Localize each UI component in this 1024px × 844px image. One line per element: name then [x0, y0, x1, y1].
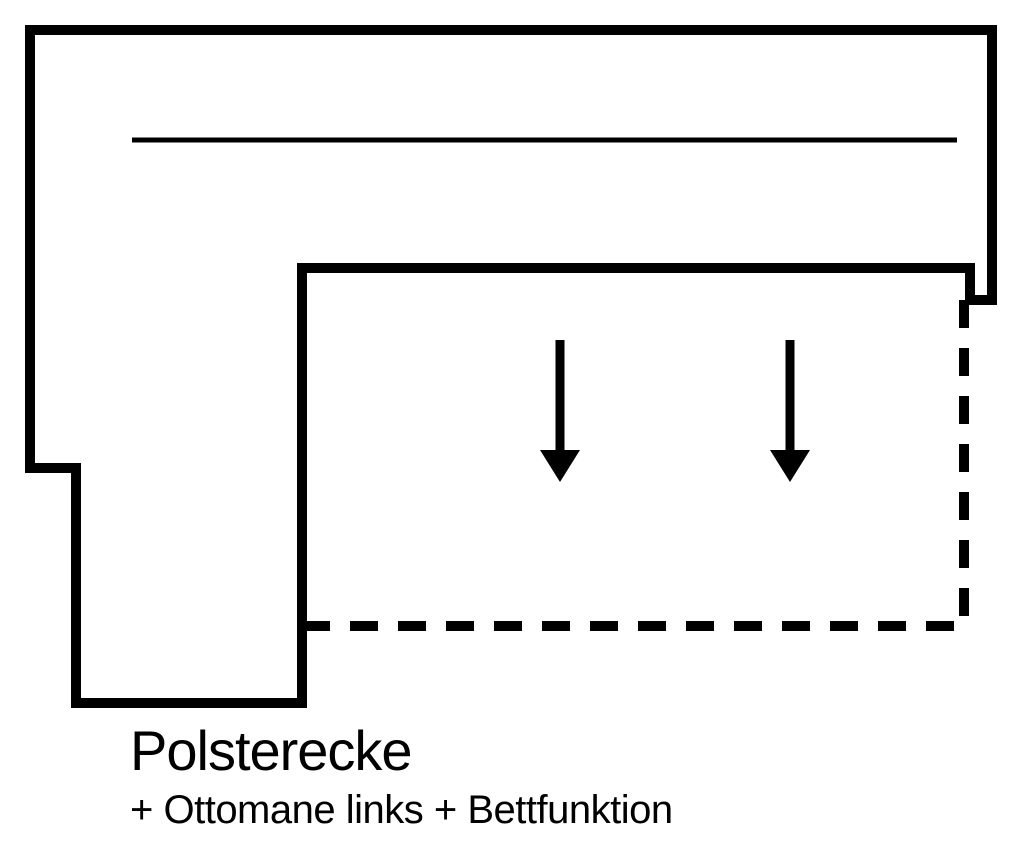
- diagram-title: Polsterecke: [130, 718, 412, 783]
- outer-outline: [30, 30, 992, 703]
- bed-extension-dashed: [302, 300, 964, 626]
- arrow-1: [540, 340, 580, 482]
- diagram-subtitle: + Ottomane links + Bettfunktion: [130, 788, 673, 833]
- arrow-2: [770, 340, 810, 482]
- sofa-diagram: Polsterecke + Ottomane links + Bettfunkt…: [0, 0, 1024, 844]
